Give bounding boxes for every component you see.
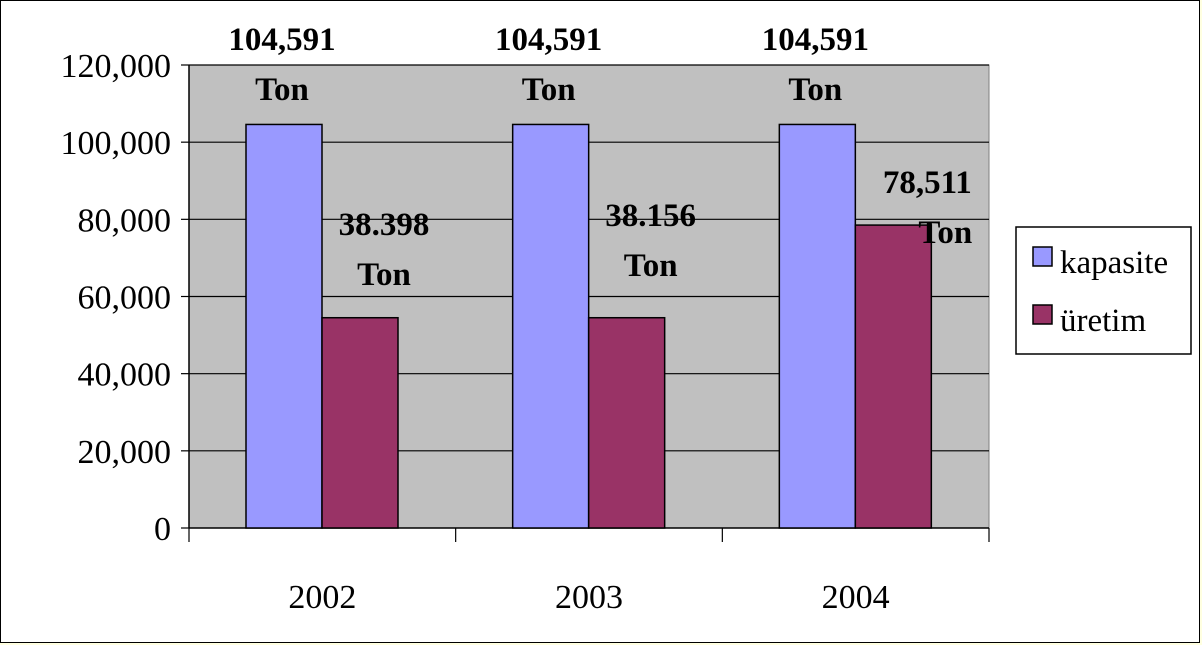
data-label-unit: Ton <box>918 215 972 251</box>
legend-swatch <box>1032 304 1053 325</box>
data-label-value: 104,591 <box>762 22 869 58</box>
data-label-value: 104,591 <box>495 22 602 58</box>
y-tick-label: 20,000 <box>78 434 172 471</box>
legend-label: kapasite <box>1060 245 1168 281</box>
y-tick-label: 80,000 <box>78 202 172 239</box>
bar-kapasite-2002 <box>245 123 323 529</box>
data-label-unit: Ton <box>624 248 678 284</box>
legend-label: üretim <box>1060 303 1146 339</box>
y-tick-label: 0 <box>154 511 171 548</box>
data-label-unit: Ton <box>522 72 576 108</box>
legend-swatch <box>1032 246 1053 267</box>
data-label-unit: Ton <box>357 257 411 293</box>
bar-kapasite-2004 <box>778 123 857 529</box>
data-label-value: 38.156 <box>605 198 696 234</box>
bar-üretim-2002 <box>321 316 399 529</box>
data-label-value: 38.398 <box>339 207 430 243</box>
data-label-unit: Ton <box>255 72 309 108</box>
x-tick-label: 2003 <box>555 579 623 616</box>
data-label-value: 78,511 <box>883 165 972 201</box>
y-tick-label: 60,000 <box>78 280 172 317</box>
bar-kapasite-2003 <box>511 123 590 529</box>
y-tick-label: 100,000 <box>61 125 172 162</box>
x-tick-label: 2004 <box>822 579 890 616</box>
x-tick-label: 2002 <box>288 579 356 616</box>
bar-üretim-2003 <box>587 316 666 529</box>
y-tick-label: 40,000 <box>78 357 172 394</box>
y-tick-label: 120,000 <box>61 48 172 85</box>
bar-üretim-2004 <box>854 224 933 529</box>
data-label-unit: Ton <box>788 72 842 108</box>
data-label-value: 104,591 <box>228 22 335 58</box>
